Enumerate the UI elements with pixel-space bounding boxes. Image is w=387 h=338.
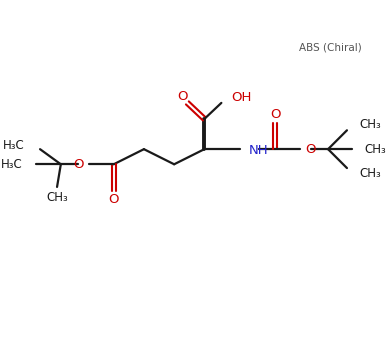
Text: NH: NH <box>249 144 268 156</box>
Text: O: O <box>108 193 119 206</box>
Text: H₃C: H₃C <box>1 158 23 171</box>
Text: CH₃: CH₃ <box>359 167 381 180</box>
Text: O: O <box>177 90 188 103</box>
Text: O: O <box>73 158 84 171</box>
Text: O: O <box>305 143 316 156</box>
Text: H₃C: H₃C <box>3 139 25 152</box>
Text: CH₃: CH₃ <box>46 191 68 204</box>
Text: ABS (Chiral): ABS (Chiral) <box>299 42 361 52</box>
Text: CH₃: CH₃ <box>359 118 381 131</box>
Text: OH: OH <box>232 91 252 104</box>
Text: CH₃: CH₃ <box>364 143 386 156</box>
Text: O: O <box>270 108 281 121</box>
